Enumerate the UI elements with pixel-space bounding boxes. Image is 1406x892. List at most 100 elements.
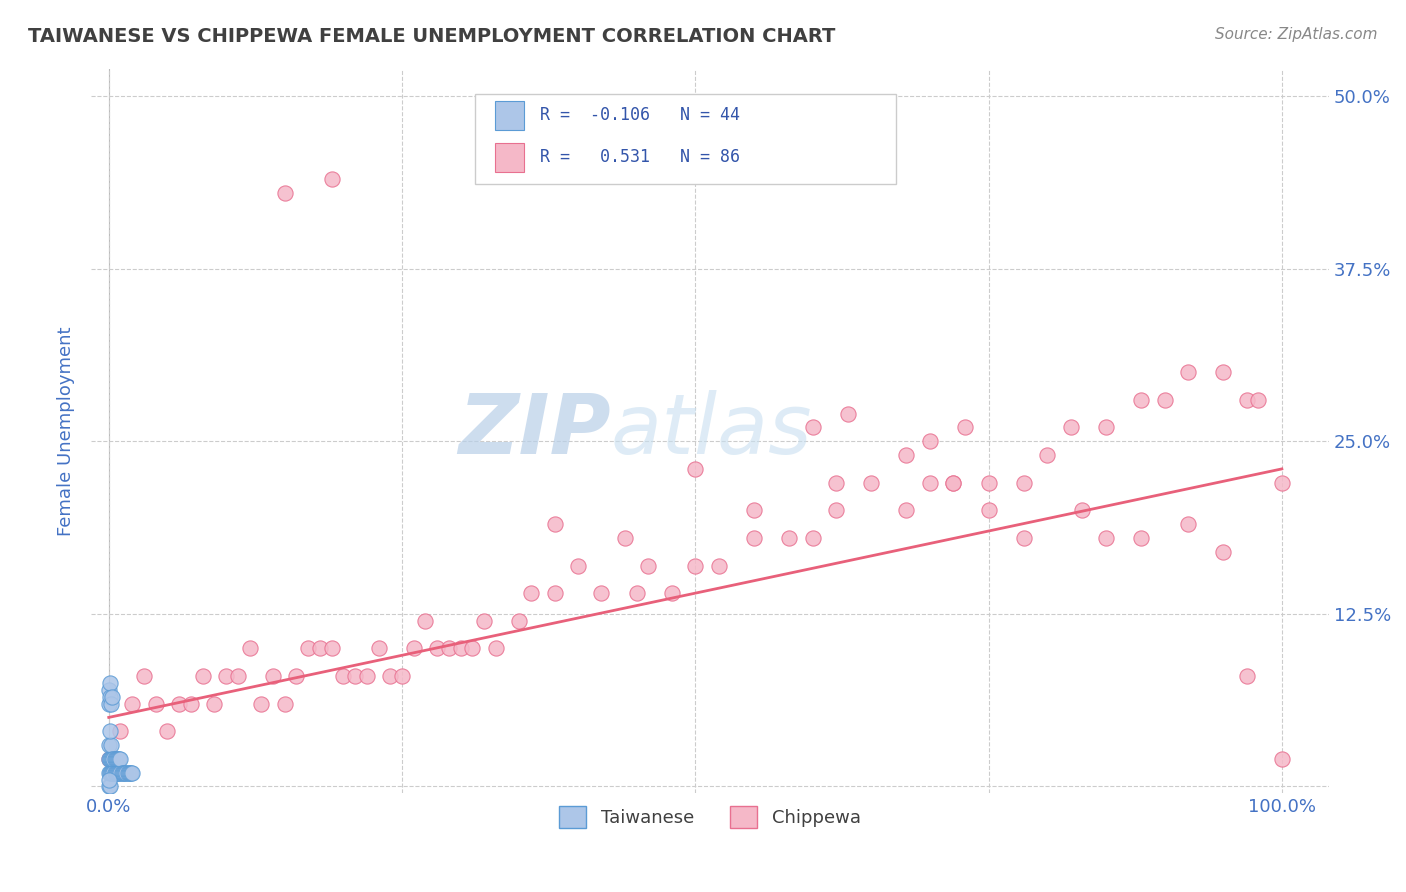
- Point: [118, 765, 141, 780]
- Point: [543, 586, 565, 600]
- Point: [98, 690, 121, 704]
- Point: [896, 448, 918, 462]
- Point: [98, 676, 121, 690]
- Point: [344, 669, 367, 683]
- Point: [801, 531, 824, 545]
- Point: [825, 503, 848, 517]
- Point: [285, 669, 308, 683]
- Point: [215, 669, 238, 683]
- Point: [120, 765, 142, 780]
- Point: [100, 752, 122, 766]
- Point: [637, 558, 659, 573]
- Point: [485, 641, 508, 656]
- Point: [1153, 392, 1175, 407]
- Point: [356, 669, 378, 683]
- Point: [112, 765, 135, 780]
- Point: [97, 682, 120, 697]
- Point: [1236, 669, 1258, 683]
- Point: [942, 475, 965, 490]
- Point: [508, 614, 530, 628]
- Point: [202, 697, 225, 711]
- Point: [132, 669, 155, 683]
- Point: [626, 586, 648, 600]
- Point: [108, 765, 131, 780]
- Point: [103, 765, 125, 780]
- Point: [1177, 517, 1199, 532]
- FancyBboxPatch shape: [495, 101, 524, 130]
- Point: [101, 752, 124, 766]
- Point: [191, 669, 214, 683]
- Point: [121, 697, 143, 711]
- Point: [918, 475, 941, 490]
- Point: [896, 503, 918, 517]
- Point: [104, 752, 127, 766]
- Point: [273, 186, 295, 200]
- Point: [104, 765, 127, 780]
- Point: [1071, 503, 1094, 517]
- Point: [226, 669, 249, 683]
- Point: [108, 752, 131, 766]
- Point: [367, 641, 389, 656]
- Point: [391, 669, 413, 683]
- Point: [1130, 531, 1153, 545]
- Point: [415, 614, 437, 628]
- Point: [145, 697, 167, 711]
- Text: R =   0.531   N = 86: R = 0.531 N = 86: [540, 148, 741, 166]
- Point: [426, 641, 449, 656]
- Point: [97, 765, 120, 780]
- Point: [801, 420, 824, 434]
- Point: [918, 434, 941, 449]
- Point: [97, 738, 120, 752]
- Point: [98, 780, 121, 794]
- Point: [977, 503, 1000, 517]
- Point: [1012, 475, 1035, 490]
- Point: [156, 724, 179, 739]
- Point: [110, 724, 132, 739]
- Point: [402, 641, 425, 656]
- Point: [591, 586, 613, 600]
- Point: [110, 752, 132, 766]
- Point: [1212, 545, 1234, 559]
- Point: [685, 558, 707, 573]
- Point: [472, 614, 495, 628]
- Text: ZIP: ZIP: [458, 391, 612, 472]
- Point: [97, 780, 120, 794]
- Point: [778, 531, 800, 545]
- Point: [97, 697, 120, 711]
- Point: [118, 765, 141, 780]
- Point: [167, 697, 190, 711]
- Point: [104, 752, 127, 766]
- FancyBboxPatch shape: [495, 143, 524, 171]
- Point: [100, 738, 122, 752]
- Point: [1130, 392, 1153, 407]
- Point: [107, 752, 129, 766]
- Point: [825, 475, 848, 490]
- Point: [1177, 365, 1199, 379]
- Point: [105, 765, 128, 780]
- Point: [837, 407, 859, 421]
- Point: [1236, 392, 1258, 407]
- Point: [953, 420, 976, 434]
- Point: [97, 752, 120, 766]
- Point: [1247, 392, 1270, 407]
- Point: [1095, 531, 1118, 545]
- Point: [115, 765, 138, 780]
- Y-axis label: Female Unemployment: Female Unemployment: [58, 326, 75, 536]
- Point: [1012, 531, 1035, 545]
- Point: [238, 641, 260, 656]
- Point: [250, 697, 273, 711]
- Point: [332, 669, 354, 683]
- Point: [262, 669, 284, 683]
- Point: [1095, 420, 1118, 434]
- Point: [117, 765, 139, 780]
- FancyBboxPatch shape: [475, 94, 896, 185]
- Point: [977, 475, 1000, 490]
- Point: [1060, 420, 1083, 434]
- Point: [101, 765, 124, 780]
- Point: [98, 752, 121, 766]
- Point: [180, 697, 202, 711]
- Point: [1036, 448, 1059, 462]
- Point: [742, 503, 765, 517]
- Point: [100, 765, 122, 780]
- Point: [321, 172, 343, 186]
